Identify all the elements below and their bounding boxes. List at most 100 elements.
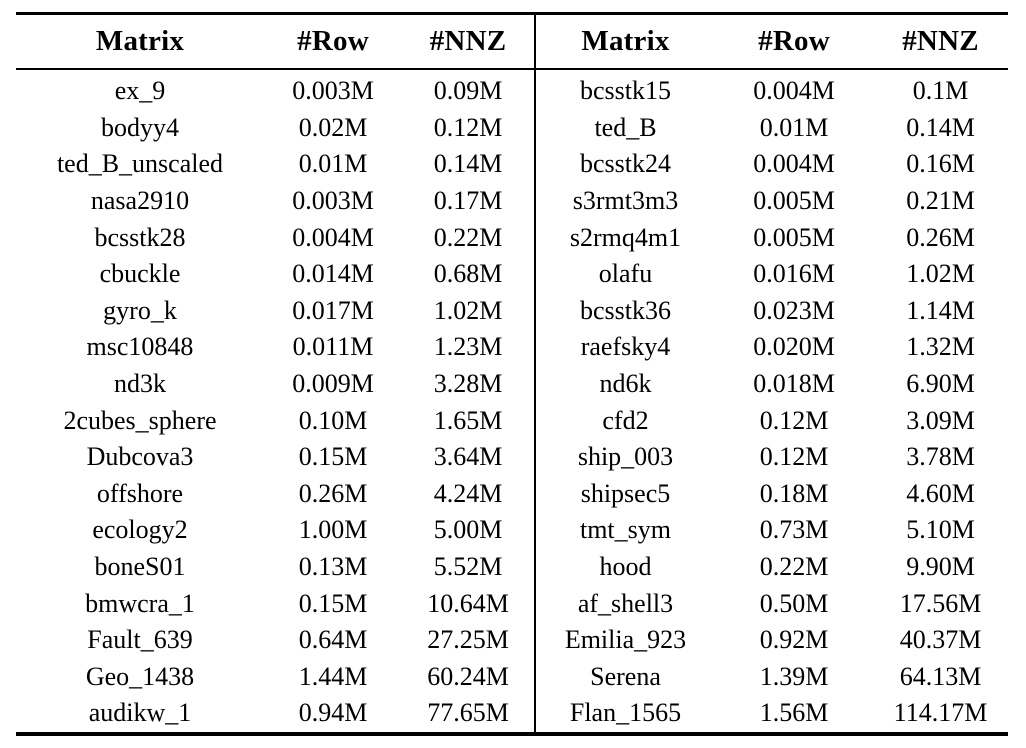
- row-count-cell: 0.73M: [759, 515, 829, 545]
- nnz-count-cell: 77.65M: [402, 695, 536, 734]
- matrix-name-cell: olafu: [598, 259, 653, 289]
- nnz-count-cell: 5.10M: [906, 515, 975, 545]
- nnz-count-cell: 17.56M: [899, 588, 982, 618]
- table-row: gyro_k 0.017M 1.02M bcsstk36 0.023M 1.14M: [16, 292, 1008, 330]
- row-count-cell: 0.009M: [292, 369, 374, 399]
- matrix-name-cell: Flan_1565: [569, 698, 682, 728]
- row-count-cell: 0.01M: [298, 149, 368, 179]
- matrix-name-cell: boneS01: [94, 552, 186, 582]
- nnz-count-cell: 0.22M: [402, 219, 536, 256]
- nnz-count-cell: 0.26M: [906, 222, 975, 252]
- matrix-name-cell: bcsstk24: [580, 149, 671, 179]
- matrix-name-cell: ex_9: [114, 76, 166, 106]
- row-count-cell: 0.94M: [298, 698, 368, 728]
- paper-table-page: Matrix #Row #NNZ Matrix #Row #NNZ ex_9 0.…: [0, 12, 1026, 748]
- row-count-cell: 0.12M: [759, 442, 829, 472]
- row-count-cell: 0.005M: [753, 186, 835, 216]
- table-row: nd3k 0.009M 3.28M nd6k 0.018M 6.90M: [16, 365, 1008, 403]
- table-row: Geo_1438 1.44M 60.24M Serena 1.39M 64.13M: [16, 658, 1008, 696]
- row-count-cell: 0.01M: [759, 112, 829, 142]
- matrix-name-cell: 2cubes_sphere: [63, 405, 217, 435]
- nnz-count-cell: 3.78M: [906, 442, 975, 472]
- nnz-count-cell: 6.90M: [906, 369, 975, 399]
- row-count-cell: 0.18M: [759, 478, 829, 508]
- row-count-cell: 0.64M: [298, 625, 368, 655]
- matrix-name-cell: ted_B_unscaled: [56, 149, 224, 179]
- matrix-name-cell: msc10848: [86, 332, 194, 362]
- matrix-name-cell: af_shell3: [577, 588, 674, 618]
- column-header-matrix-left: Matrix: [16, 13, 264, 70]
- nnz-count-cell: 0.14M: [906, 112, 975, 142]
- matrix-name-cell: nasa2910: [90, 186, 190, 216]
- row-count-cell: 0.011M: [292, 332, 374, 362]
- row-count-cell: 0.15M: [298, 588, 368, 618]
- nnz-count-cell: 27.25M: [402, 621, 536, 659]
- matrix-name-cell: ecology2: [92, 515, 188, 545]
- column-header-row-right: #Row: [715, 13, 873, 70]
- matrix-name-cell: s3rmt3m3: [572, 186, 679, 216]
- row-count-cell: 0.50M: [759, 588, 829, 618]
- nnz-count-cell: 1.23M: [402, 329, 536, 366]
- nnz-count-cell: 4.60M: [906, 478, 975, 508]
- row-count-cell: 0.004M: [292, 222, 374, 252]
- table-row: boneS01 0.13M 5.52M hood 0.22M 9.90M: [16, 548, 1008, 586]
- nnz-count-cell: 3.64M: [402, 438, 536, 476]
- nnz-count-cell: 5.00M: [402, 512, 536, 549]
- table-row: audikw_1 0.94M 77.65M Flan_1565 1.56M 114.17M: [16, 695, 1008, 734]
- row-count-cell: 0.004M: [753, 76, 835, 106]
- column-header-nnz-left: #NNZ: [402, 13, 536, 70]
- table-row: cbuckle 0.014M 0.68M olafu 0.016M 1.02M: [16, 255, 1008, 293]
- table-row: 2cubes_sphere 0.10M 1.65M cfd2 0.12M 3.09M: [16, 402, 1008, 439]
- row-count-cell: 1.00M: [298, 515, 368, 545]
- row-count-cell: 0.26M: [298, 478, 368, 508]
- row-count-cell: 0.12M: [759, 405, 829, 435]
- table-header: Matrix #Row #NNZ Matrix #Row #NNZ: [16, 13, 1008, 70]
- column-header-nnz-right: #NNZ: [873, 13, 1008, 70]
- row-count-cell: 0.003M: [292, 186, 374, 216]
- matrix-name-cell: shipsec5: [580, 478, 671, 508]
- nnz-count-cell: 10.64M: [402, 585, 536, 622]
- nnz-count-cell: 3.09M: [906, 405, 975, 435]
- table-row: nasa2910 0.003M 0.17M s3rmt3m3 0.005M 0.21M: [16, 182, 1008, 220]
- nnz-count-cell: 1.14M: [906, 295, 975, 325]
- table-row: offshore 0.26M 4.24M shipsec5 0.18M 4.60M: [16, 475, 1008, 513]
- column-header-matrix-right: Matrix: [535, 13, 715, 70]
- row-count-cell: 0.020M: [753, 332, 835, 362]
- matrix-name-cell: raefsky4: [580, 332, 671, 362]
- row-count-cell: 0.92M: [759, 625, 829, 655]
- nnz-count-cell: 1.02M: [906, 259, 975, 289]
- matrix-name-cell: offshore: [96, 478, 184, 508]
- table-body: ex_9 0.003M 0.09M bcsstk15 0.004M 0.1M bodyy4 0…: [16, 69, 1008, 734]
- header-row: Matrix #Row #NNZ Matrix #Row #NNZ: [16, 13, 1008, 70]
- nnz-count-cell: 0.14M: [402, 146, 536, 183]
- matrix-name-cell: nd6k: [599, 369, 652, 399]
- row-count-cell: 0.02M: [298, 112, 368, 142]
- row-count-cell: 0.005M: [753, 222, 835, 252]
- matrix-name-cell: tmt_sym: [579, 515, 671, 545]
- nnz-count-cell: 0.21M: [906, 186, 975, 216]
- table-row: Fault_639 0.64M 27.25M Emilia_923 0.92M 40.37…: [16, 621, 1008, 659]
- table-row: ted_B_unscaled 0.01M 0.14M bcsstk24 0.004M 0.…: [16, 146, 1008, 183]
- nnz-count-cell: 1.65M: [402, 402, 536, 439]
- row-count-cell: 1.44M: [298, 661, 368, 691]
- nnz-count-cell: 9.90M: [906, 552, 975, 582]
- row-count-cell: 0.15M: [298, 442, 368, 472]
- matrix-name-cell: bcsstk36: [580, 295, 671, 325]
- matrix-name-cell: audikw_1: [88, 698, 192, 728]
- table-row: ex_9 0.003M 0.09M bcsstk15 0.004M 0.1M: [16, 69, 1008, 110]
- row-count-cell: 0.023M: [753, 295, 835, 325]
- matrix-name-cell: ship_003: [577, 442, 674, 472]
- table-row: msc10848 0.011M 1.23M raefsky4 0.020M 1.32M: [16, 329, 1008, 366]
- table-row: bodyy4 0.02M 0.12M ted_B 0.01M 0.14M: [16, 109, 1008, 147]
- row-count-cell: 0.014M: [292, 259, 374, 289]
- table-row: ecology2 1.00M 5.00M tmt_sym 0.73M 5.10M: [16, 512, 1008, 549]
- row-count-cell: 0.13M: [298, 552, 368, 582]
- nnz-count-cell: 1.02M: [402, 292, 536, 330]
- table-row: bmwcra_1 0.15M 10.64M af_shell3 0.50M 17.56M: [16, 585, 1008, 622]
- nnz-count-cell: 40.37M: [899, 625, 982, 655]
- matrix-name-cell: nd3k: [114, 369, 166, 399]
- nnz-count-cell: 64.13M: [899, 661, 982, 691]
- row-count-cell: 0.017M: [292, 295, 374, 325]
- nnz-count-cell: 0.68M: [402, 255, 536, 293]
- nnz-count-cell: 60.24M: [402, 658, 536, 696]
